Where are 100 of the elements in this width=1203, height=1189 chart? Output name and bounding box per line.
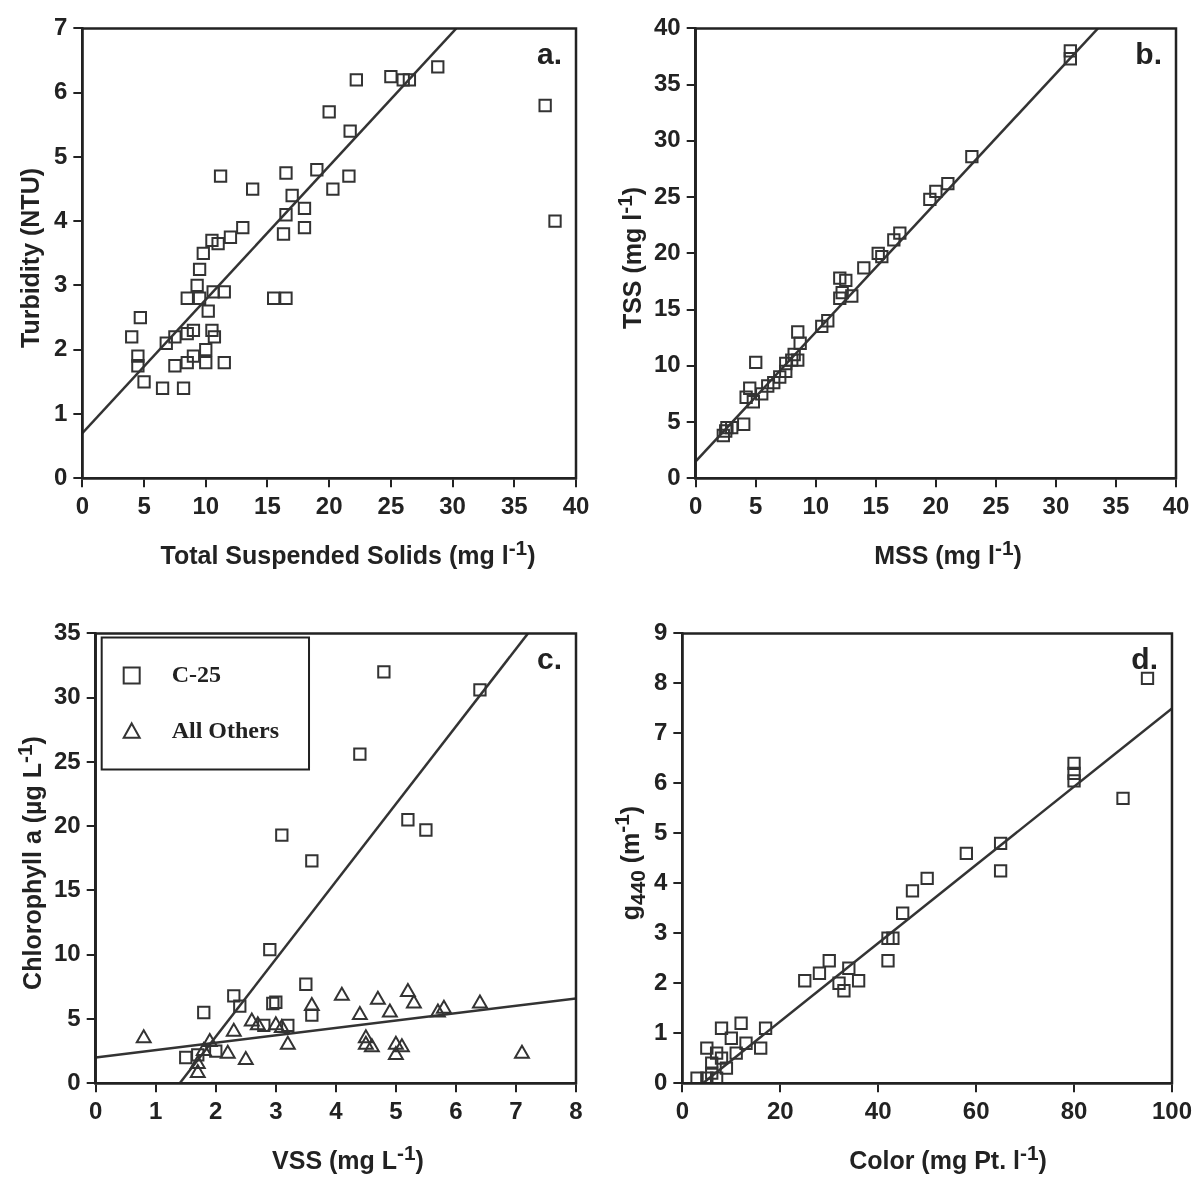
point: [192, 262, 207, 277]
y-tick-label: 4: [53, 205, 68, 233]
point: [180, 355, 194, 370]
point: [833, 271, 847, 285]
point: [401, 813, 415, 827]
point: [700, 1041, 714, 1055]
point: [941, 176, 955, 191]
point: [219, 1044, 236, 1059]
point: [538, 98, 552, 113]
point: [875, 250, 889, 264]
point: [396, 73, 410, 87]
point: [821, 314, 835, 328]
annotation: c.: [536, 641, 562, 675]
point: [326, 182, 340, 196]
x-tick-label: 0: [689, 492, 703, 520]
x-tick-label: 10: [192, 492, 220, 520]
point: [305, 854, 319, 868]
point: [267, 1016, 284, 1031]
point: [197, 1005, 211, 1020]
point: [243, 1012, 260, 1027]
x-tick-label: 15: [862, 492, 890, 520]
point: [279, 166, 293, 180]
y-tick-label: 10: [53, 939, 81, 967]
x-axis-title: Total Suspended Solids (mg l$^{-1}$): [160, 535, 536, 571]
y-tick-label: 4: [653, 867, 668, 895]
point: [837, 984, 851, 998]
x-tick-label: 7: [509, 1097, 523, 1125]
y-tick-label: 5: [653, 817, 668, 845]
point: [322, 105, 336, 119]
point: [993, 836, 1008, 850]
point: [349, 73, 363, 87]
legend-label: C-25: [171, 660, 222, 687]
point: [237, 1051, 254, 1066]
point: [393, 1038, 410, 1053]
point: [227, 989, 241, 1003]
x-tick-label: 60: [962, 1097, 990, 1125]
point: [381, 1003, 398, 1018]
y-tick-label: 10: [653, 350, 681, 378]
point: [159, 336, 173, 350]
point: [189, 1063, 206, 1078]
point: [281, 1018, 295, 1033]
point: [761, 379, 775, 393]
y-tick-label: 5: [67, 1003, 81, 1031]
point: [1067, 756, 1081, 770]
x-tick-label: 30: [1042, 492, 1070, 520]
point: [714, 1021, 729, 1035]
point: [1067, 766, 1081, 780]
point: [419, 823, 433, 837]
annotation: b.: [1135, 36, 1162, 70]
point: [402, 73, 417, 87]
point: [845, 289, 859, 303]
point: [893, 226, 907, 240]
point: [353, 747, 367, 761]
point: [168, 359, 182, 373]
y-tick-label: 15: [53, 875, 81, 903]
point: [1140, 671, 1155, 686]
y-tick-label: 1: [53, 398, 68, 426]
point: [881, 931, 895, 945]
y-tick-label: 2: [53, 334, 68, 362]
point: [839, 273, 853, 287]
point: [303, 997, 320, 1012]
point: [399, 982, 416, 997]
x-axis-title: VSS (mg L$^{-1}$): [272, 1140, 424, 1176]
point: [746, 395, 760, 409]
point: [225, 1022, 242, 1037]
point: [191, 1048, 205, 1062]
point: [279, 291, 293, 305]
point: [705, 1056, 719, 1070]
x-tick-label: 35: [500, 492, 528, 520]
point: [369, 990, 386, 1005]
point: [176, 381, 191, 395]
point: [125, 330, 139, 344]
y-tick-label: 30: [653, 125, 681, 153]
point: [754, 1041, 768, 1055]
point: [815, 319, 829, 334]
point: [333, 986, 350, 1001]
x-tick-label: 100: [1151, 1097, 1192, 1125]
point: [297, 220, 312, 235]
point: [266, 291, 281, 305]
point: [275, 828, 289, 842]
point: [276, 227, 291, 241]
point: [211, 237, 225, 251]
point: [724, 1031, 738, 1045]
x-tick-label: 40: [1162, 492, 1190, 520]
point: [548, 214, 562, 228]
y-tick-label: 20: [653, 237, 681, 265]
y-tick-label: 5: [667, 406, 681, 434]
point: [1067, 774, 1081, 788]
point: [514, 1044, 530, 1059]
annotation: d.: [1131, 641, 1158, 675]
y-tick-label: 7: [653, 717, 668, 745]
x-tick-label: 5: [749, 492, 763, 520]
point: [887, 233, 901, 247]
point: [719, 1061, 734, 1075]
point: [822, 954, 836, 968]
x-axis-title: MSS (mg l$^{-1}$): [874, 535, 1022, 571]
point: [793, 336, 807, 350]
point: [791, 353, 805, 367]
point: [798, 974, 812, 988]
point: [929, 184, 943, 199]
